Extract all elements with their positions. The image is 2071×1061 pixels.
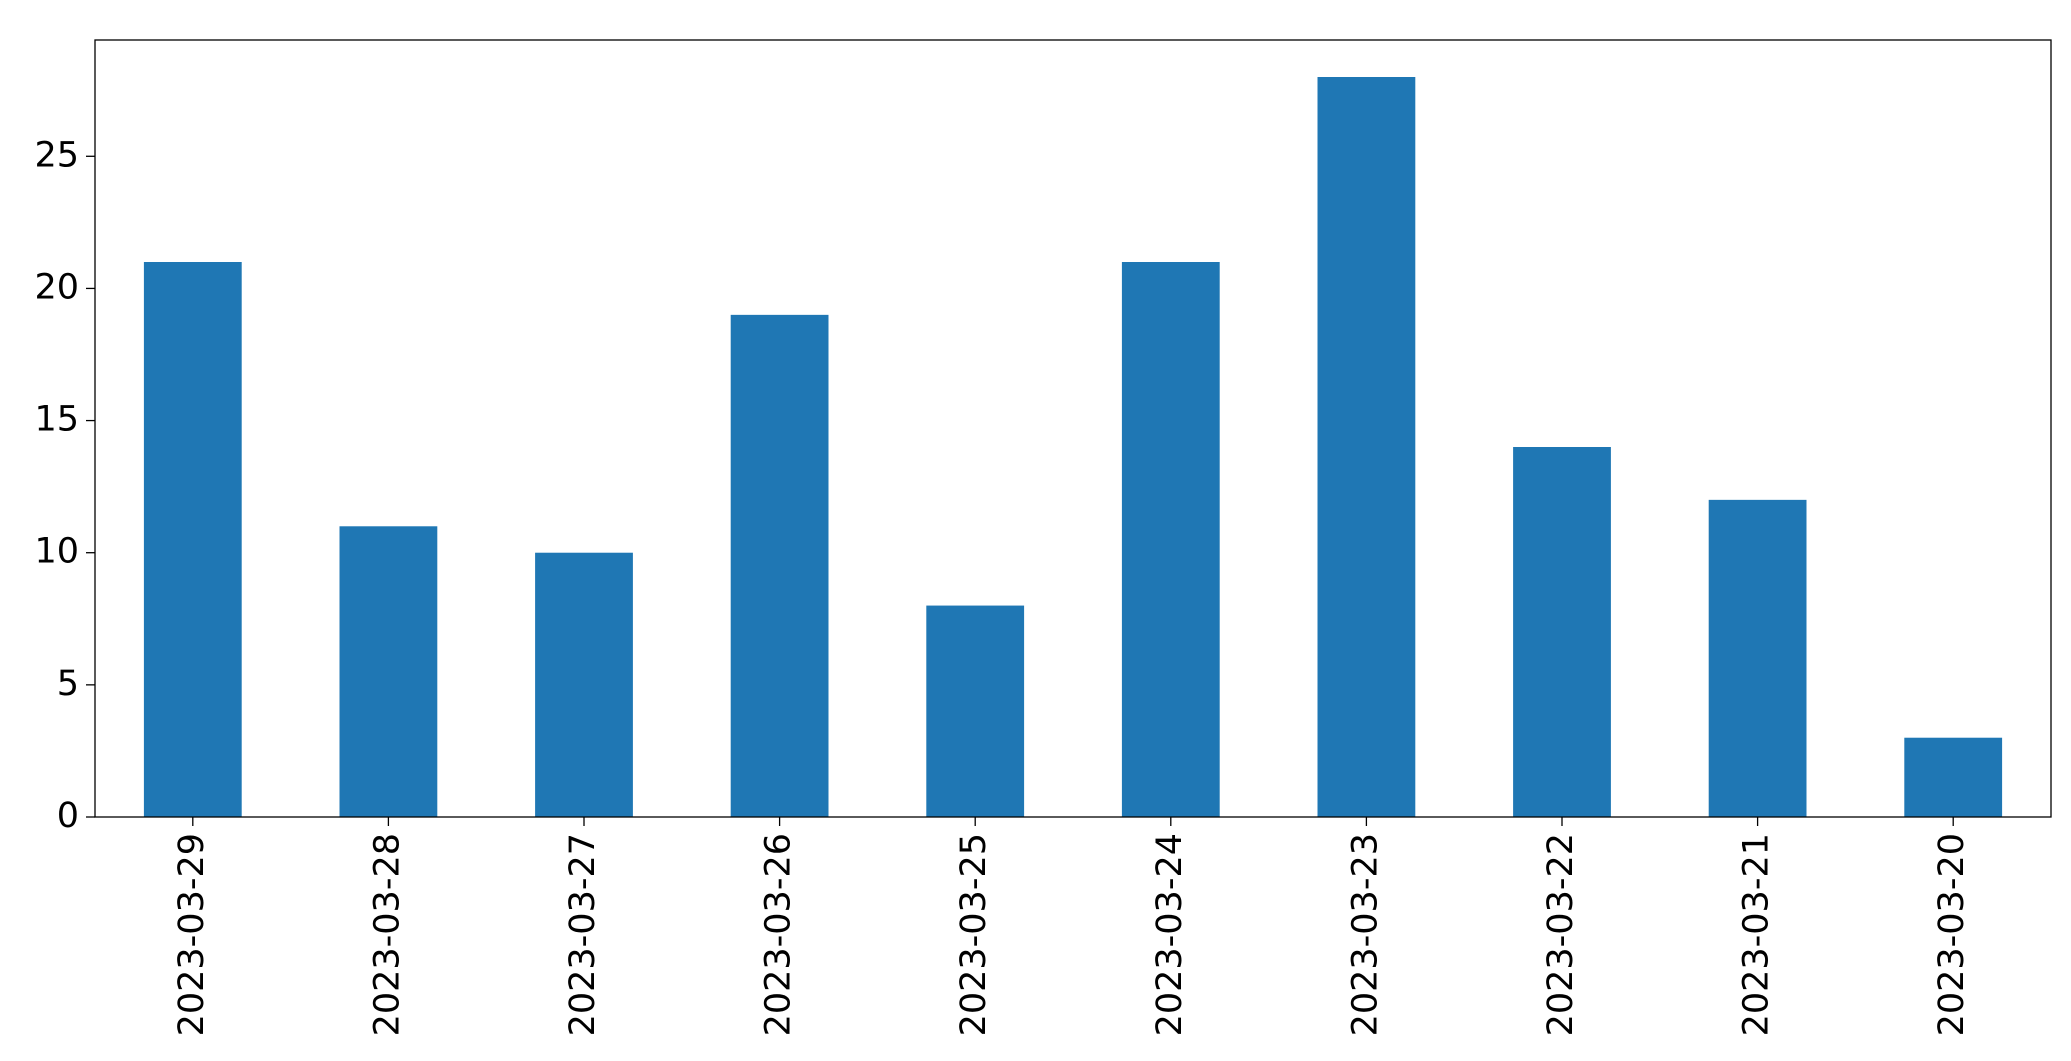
- bar: [535, 552, 633, 817]
- bar: [926, 605, 1025, 817]
- bar: [1904, 737, 2003, 817]
- y-tick-label: 25: [34, 135, 79, 175]
- y-tick-label: 5: [57, 664, 79, 704]
- bar: [1513, 447, 1611, 817]
- bar: [339, 526, 438, 817]
- x-tick-label: 2023-03-22: [1541, 833, 1581, 1036]
- y-tick-label: 20: [34, 267, 79, 307]
- x-tick-label: 2023-03-28: [367, 833, 407, 1036]
- bar: [143, 262, 242, 817]
- x-tick-label: 2023-03-27: [563, 833, 603, 1036]
- x-tick-label: 2023-03-24: [1150, 833, 1190, 1036]
- y-tick-label: 10: [34, 532, 79, 572]
- x-tick-label: 2023-03-20: [1932, 833, 1972, 1036]
- x-tick-label: 2023-03-23: [1345, 833, 1385, 1036]
- bar: [1121, 262, 1220, 817]
- plot-frame: [94, 39, 2052, 818]
- bar: [730, 314, 829, 817]
- bar: [1317, 77, 1416, 817]
- y-tick-label: 15: [34, 400, 79, 440]
- x-tick-label: 2023-03-21: [1737, 833, 1777, 1036]
- x-tick-label: 2023-03-29: [172, 833, 212, 1036]
- y-tick-label: 0: [57, 796, 79, 836]
- bar: [1708, 499, 1807, 817]
- x-tick-label: 2023-03-26: [759, 833, 799, 1036]
- x-tick-label: 2023-03-25: [954, 833, 994, 1036]
